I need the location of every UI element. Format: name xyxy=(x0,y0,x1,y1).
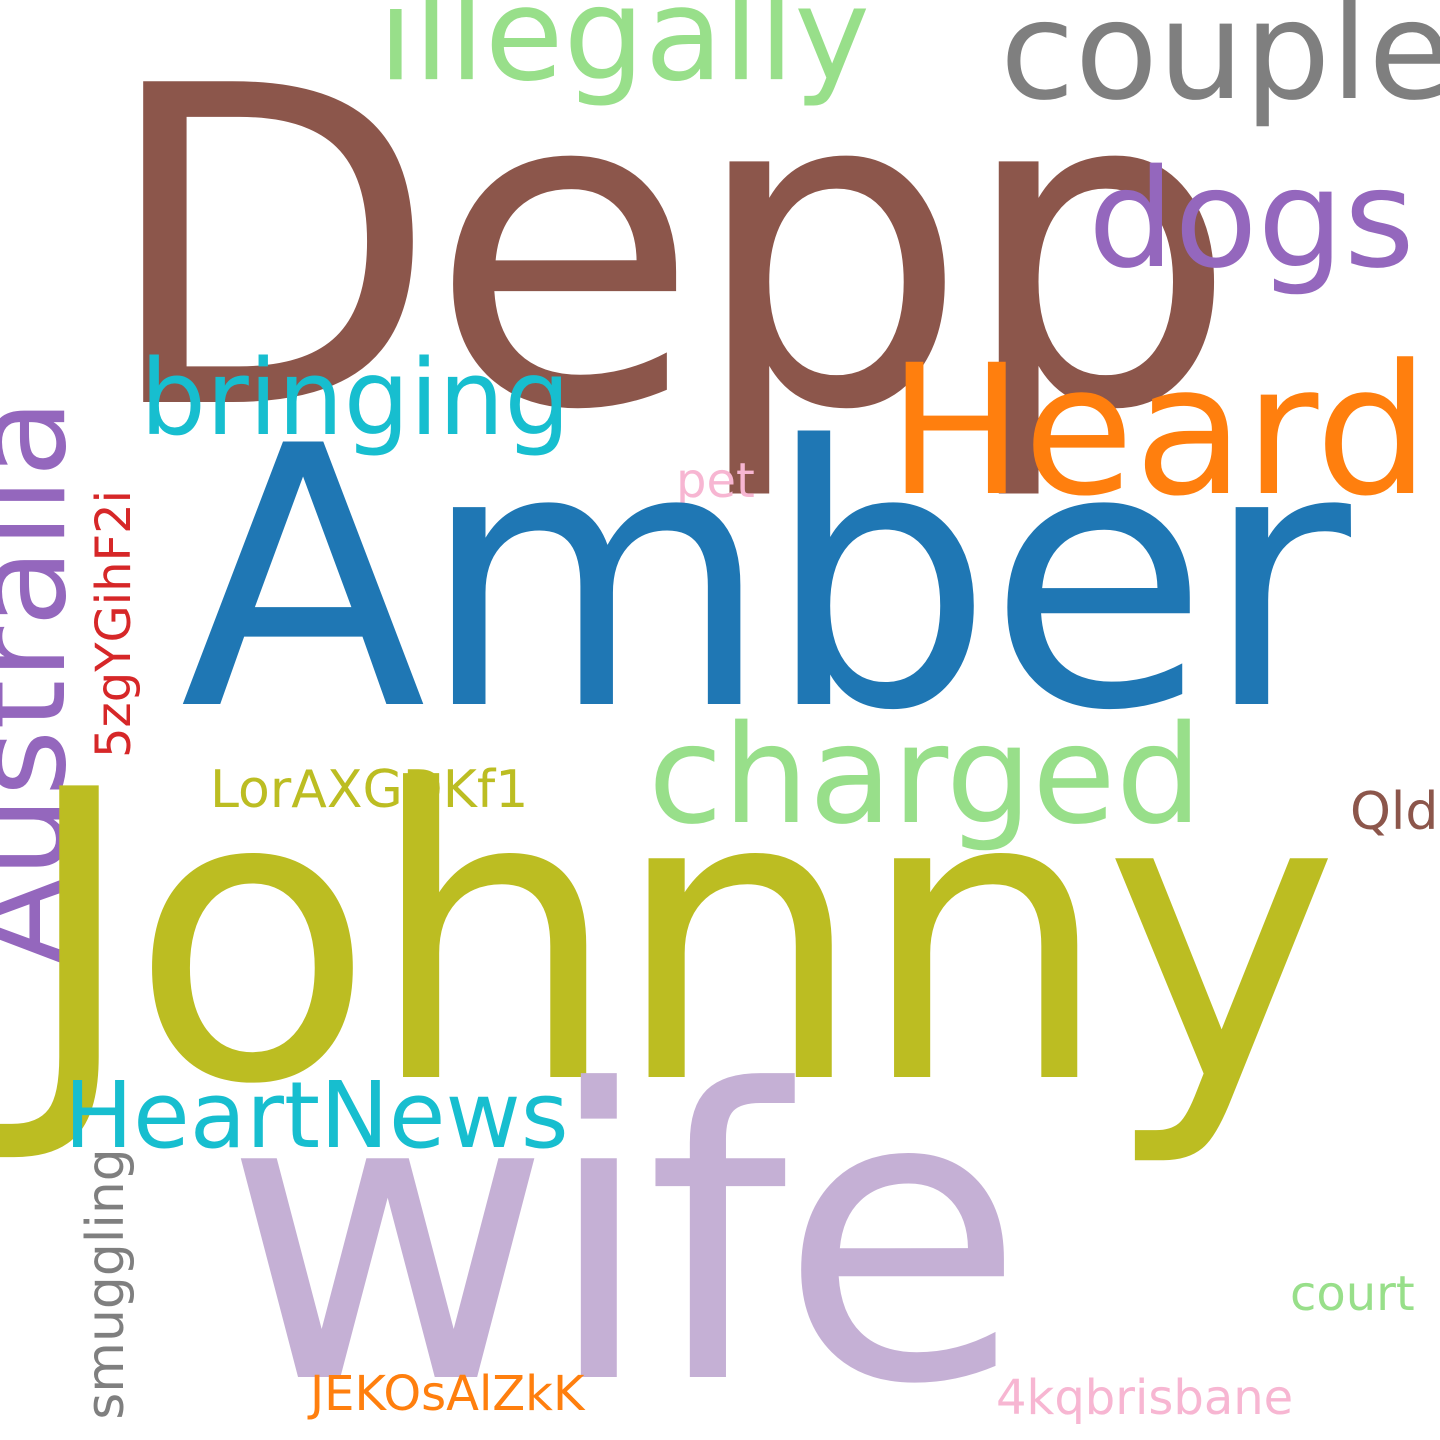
word-wife: wife xyxy=(224,1007,1025,1440)
word-qld: Qld xyxy=(1350,782,1439,842)
word-couple: couple xyxy=(1000,0,1440,131)
word-illegally: illegally xyxy=(378,0,870,110)
word-heard: Heard xyxy=(888,327,1430,536)
word-bringing: bringing xyxy=(140,337,571,459)
word-lor: LorAXGDKf1 xyxy=(210,760,529,820)
word-johnny: Johnny xyxy=(20,707,1340,1172)
word-amber: Amber xyxy=(180,370,1351,789)
word-smuggling: smuggling xyxy=(75,1148,136,1420)
word-depp: Depp xyxy=(100,0,1238,506)
word-dogs: dogs xyxy=(1088,141,1415,299)
word-charged: charged xyxy=(648,697,1203,855)
word-pet: pet xyxy=(676,453,755,509)
word-brisbane: 4kqbrisbane xyxy=(996,1370,1294,1426)
word-court: court xyxy=(1290,1266,1415,1322)
word-heartnews: HeartNews xyxy=(64,1062,569,1169)
word-jek: JEKOsAlZkK xyxy=(310,1366,585,1422)
